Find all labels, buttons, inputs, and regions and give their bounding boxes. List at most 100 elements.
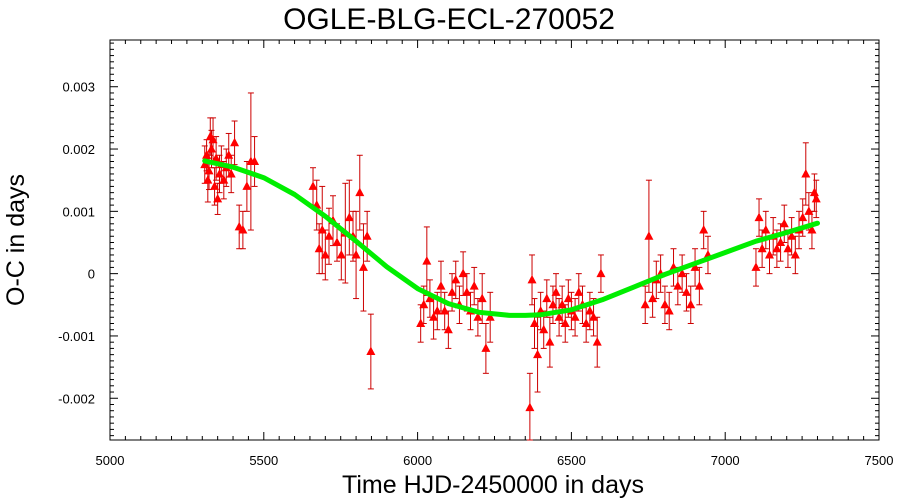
data-point	[801, 168, 811, 178]
data-point	[308, 181, 318, 190]
data-point	[447, 287, 457, 296]
data-point	[458, 268, 468, 278]
data-point	[690, 262, 700, 271]
data-point	[355, 187, 365, 197]
fit-curve	[202, 158, 820, 318]
data-point	[324, 231, 334, 240]
data-point	[432, 306, 442, 315]
data-point	[699, 225, 709, 234]
data-point	[462, 287, 472, 296]
x-tick-label: 6500	[557, 453, 586, 468]
data-point	[485, 312, 495, 321]
data-point	[362, 231, 372, 240]
data-point	[660, 299, 670, 309]
data-point	[230, 137, 240, 147]
data-point	[673, 281, 683, 290]
data-point	[807, 225, 817, 234]
data-point	[451, 274, 461, 284]
data-points	[200, 131, 821, 412]
data-point	[751, 262, 761, 271]
x-tick-label: 5000	[96, 453, 125, 468]
data-point	[686, 299, 696, 309]
data-point	[224, 150, 234, 159]
data-point	[238, 225, 248, 234]
data-point	[436, 281, 446, 290]
data-point	[419, 299, 429, 309]
data-point	[772, 243, 782, 253]
data-point	[640, 299, 650, 309]
data-point	[219, 175, 229, 184]
data-point	[213, 193, 223, 203]
data-point	[787, 231, 797, 240]
data-point	[809, 187, 819, 197]
data-point	[314, 243, 324, 253]
data-point	[443, 324, 453, 334]
y-tick-label: 0.001	[62, 204, 95, 219]
x-tick-label: 7500	[865, 453, 894, 468]
data-point	[694, 281, 704, 290]
data-point	[202, 150, 212, 159]
data-point	[527, 274, 537, 284]
x-tick-label: 7000	[711, 453, 740, 468]
data-point	[542, 293, 552, 303]
data-point	[208, 134, 218, 144]
data-point	[764, 249, 774, 259]
data-point	[681, 287, 691, 296]
data-point	[529, 318, 539, 327]
data-point	[589, 312, 599, 321]
data-point	[422, 256, 432, 265]
data-point	[644, 231, 654, 240]
chart-title: OGLE-BLG-ECL-270052	[283, 3, 615, 36]
data-point	[581, 318, 591, 327]
data-point	[648, 293, 658, 303]
data-point	[440, 306, 450, 315]
data-point	[481, 343, 491, 352]
data-point	[207, 144, 217, 153]
data-point	[416, 318, 426, 327]
data-point	[533, 349, 543, 359]
data-point	[469, 281, 479, 290]
data-point	[203, 175, 213, 184]
data-point	[664, 306, 674, 315]
data-point	[545, 337, 555, 346]
data-point	[554, 312, 564, 321]
x-axis-label: Time HJD-2450000 in days	[342, 471, 644, 499]
data-point	[811, 193, 821, 203]
data-point	[226, 168, 236, 178]
data-point	[250, 156, 260, 165]
y-tick-label: 0	[88, 267, 95, 282]
data-point	[344, 212, 354, 222]
data-point	[477, 293, 487, 303]
data-point	[790, 249, 800, 259]
data-point	[425, 293, 435, 303]
data-point	[210, 181, 220, 190]
data-point	[592, 337, 602, 346]
data-point	[754, 212, 764, 222]
data-point	[570, 312, 580, 321]
x-tick-label: 5500	[249, 453, 278, 468]
x-tick-label: 6000	[403, 453, 432, 468]
data-point	[200, 159, 210, 169]
data-point	[585, 306, 595, 315]
data-point	[366, 346, 376, 356]
data-point	[429, 312, 439, 321]
data-point	[215, 168, 225, 178]
tick-labels: 5000 5500 6000 6500 7000 7500 -0.002 -0.001 0 0.0…	[58, 80, 893, 468]
data-point	[358, 262, 368, 271]
data-point	[336, 249, 346, 259]
data-point	[798, 212, 808, 222]
error-bars	[201, 92, 820, 441]
data-point	[351, 249, 361, 259]
data-point	[539, 324, 549, 334]
data-point	[557, 299, 567, 309]
data-point	[320, 249, 330, 259]
data-point	[783, 243, 793, 253]
y-axis-label: O-C in days	[2, 174, 30, 306]
data-point	[204, 165, 214, 175]
y-tick-label: -0.001	[58, 329, 95, 344]
data-point	[317, 225, 327, 234]
data-point	[779, 218, 789, 228]
data-point	[776, 237, 786, 246]
data-point	[473, 312, 483, 321]
